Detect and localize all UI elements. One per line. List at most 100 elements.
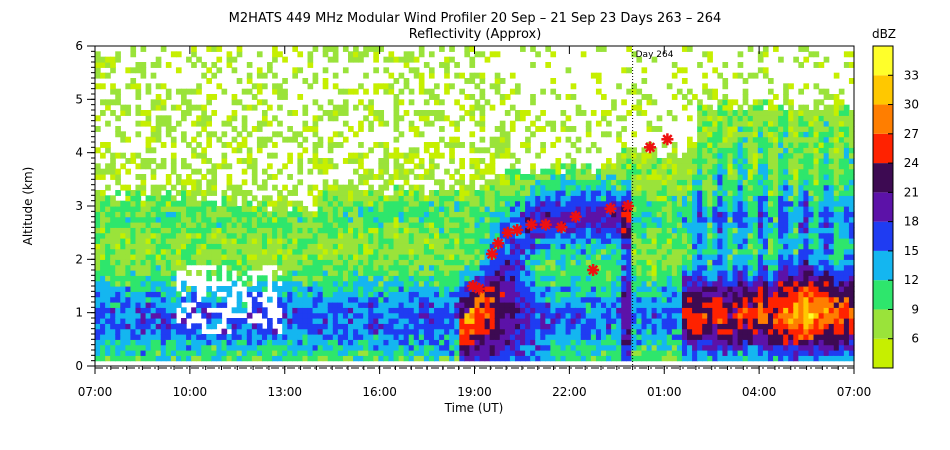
heatmap-cell — [681, 211, 688, 218]
heatmap-cell — [525, 184, 531, 191]
heatmap-cell — [616, 227, 622, 234]
heatmap-cell — [408, 339, 415, 346]
heatmap-cell — [671, 264, 678, 271]
heatmap-cell — [585, 190, 592, 196]
heatmap-cell — [479, 222, 486, 228]
heatmap-cell — [332, 56, 339, 63]
heatmap-cell — [140, 184, 147, 191]
heatmap-cell — [449, 232, 455, 239]
heatmap-cell — [175, 206, 182, 212]
heatmap-cell — [540, 259, 546, 266]
heatmap-cell — [514, 355, 521, 362]
heatmap-cell — [434, 259, 440, 266]
heatmap-cell — [221, 350, 228, 356]
heatmap-cell — [150, 104, 157, 111]
heatmap-cell — [514, 190, 521, 196]
heatmap-cell — [525, 270, 531, 276]
heatmap-cell — [231, 243, 238, 250]
heatmap-cell — [575, 344, 582, 351]
heatmap-cell — [170, 232, 177, 239]
heatmap-cell — [641, 211, 648, 218]
heatmap-cell — [661, 302, 668, 308]
heatmap-cell — [236, 147, 243, 154]
heatmap-cell — [413, 312, 420, 319]
heatmap-cell — [140, 158, 147, 164]
heatmap-cell — [550, 232, 557, 239]
heatmap-cell — [297, 350, 304, 356]
heatmap-cell — [545, 184, 551, 191]
heatmap-cell — [504, 307, 511, 314]
heatmap-cell — [226, 227, 233, 234]
heatmap-cell — [236, 158, 243, 164]
heatmap-cell — [191, 227, 197, 234]
heatmap-cell — [327, 216, 334, 223]
heatmap-cell — [575, 334, 582, 340]
heatmap-cell — [479, 243, 486, 250]
heatmap-cell — [105, 355, 111, 362]
heatmap-cell — [403, 51, 410, 58]
heatmap-cell — [186, 296, 192, 303]
heatmap-cell — [155, 131, 162, 138]
heatmap-cell — [601, 238, 607, 244]
heatmap-cell — [555, 168, 562, 175]
heatmap-cell — [373, 211, 379, 218]
heatmap-cell — [661, 179, 668, 186]
heatmap-cell — [140, 174, 147, 180]
heatmap-cell — [692, 334, 698, 340]
heatmap-cell — [241, 344, 248, 351]
heatmap-cell — [413, 248, 420, 255]
heatmap-cell — [621, 222, 627, 228]
heatmap-cell — [403, 259, 410, 266]
heatmap-cell — [140, 291, 147, 298]
heatmap-cell — [545, 211, 551, 218]
heatmap-cell — [697, 168, 703, 175]
heatmap-cell — [302, 254, 309, 260]
heatmap-cell — [383, 334, 390, 340]
heatmap-cell — [216, 254, 223, 260]
heatmap-cell — [484, 270, 491, 276]
heatmap-cell — [616, 232, 622, 239]
heatmap-cell — [256, 83, 263, 90]
heatmap-cell — [474, 280, 481, 287]
heatmap-cell — [702, 200, 708, 207]
heatmap-cell — [687, 200, 693, 207]
heatmap-cell — [246, 147, 253, 154]
heatmap-cell — [641, 190, 648, 196]
heatmap-cell — [292, 206, 298, 212]
heatmap-cell — [540, 323, 546, 330]
heatmap-cell — [611, 168, 617, 175]
heatmap-cell — [687, 312, 693, 319]
heatmap-cell — [226, 174, 233, 180]
heatmap-cell — [145, 195, 152, 202]
heatmap-cell — [651, 296, 658, 303]
heatmap-cell — [479, 147, 486, 154]
heatmap-cell — [363, 312, 369, 319]
heatmap-cell — [388, 216, 395, 223]
heatmap-cell — [601, 344, 607, 351]
heatmap-cell — [580, 291, 587, 298]
heatmap-cell — [651, 227, 658, 234]
heatmap-cell — [211, 350, 218, 356]
heatmap-cell — [692, 323, 698, 330]
heatmap-cell — [95, 72, 101, 79]
heatmap-cell — [282, 286, 288, 292]
heatmap-cell — [155, 344, 162, 351]
heatmap-cell — [206, 184, 212, 191]
heatmap-cell — [444, 280, 450, 287]
heatmap-cell — [585, 168, 592, 175]
heatmap-cell — [130, 216, 137, 223]
heatmap-cell — [651, 264, 658, 271]
heatmap-cell — [444, 67, 450, 74]
heatmap-cell — [100, 56, 106, 63]
heatmap-cell — [423, 334, 430, 340]
heatmap-cell — [418, 291, 425, 298]
heatmap-cell — [676, 275, 683, 282]
heatmap-cell — [115, 190, 121, 196]
heatmap-cell — [383, 238, 390, 244]
heatmap-cell — [251, 243, 258, 250]
heatmap-cell — [130, 206, 137, 212]
heatmap-cell — [256, 120, 263, 127]
heatmap-cell — [626, 88, 632, 95]
heatmap-cell — [170, 275, 177, 282]
heatmap-cell — [155, 302, 162, 308]
